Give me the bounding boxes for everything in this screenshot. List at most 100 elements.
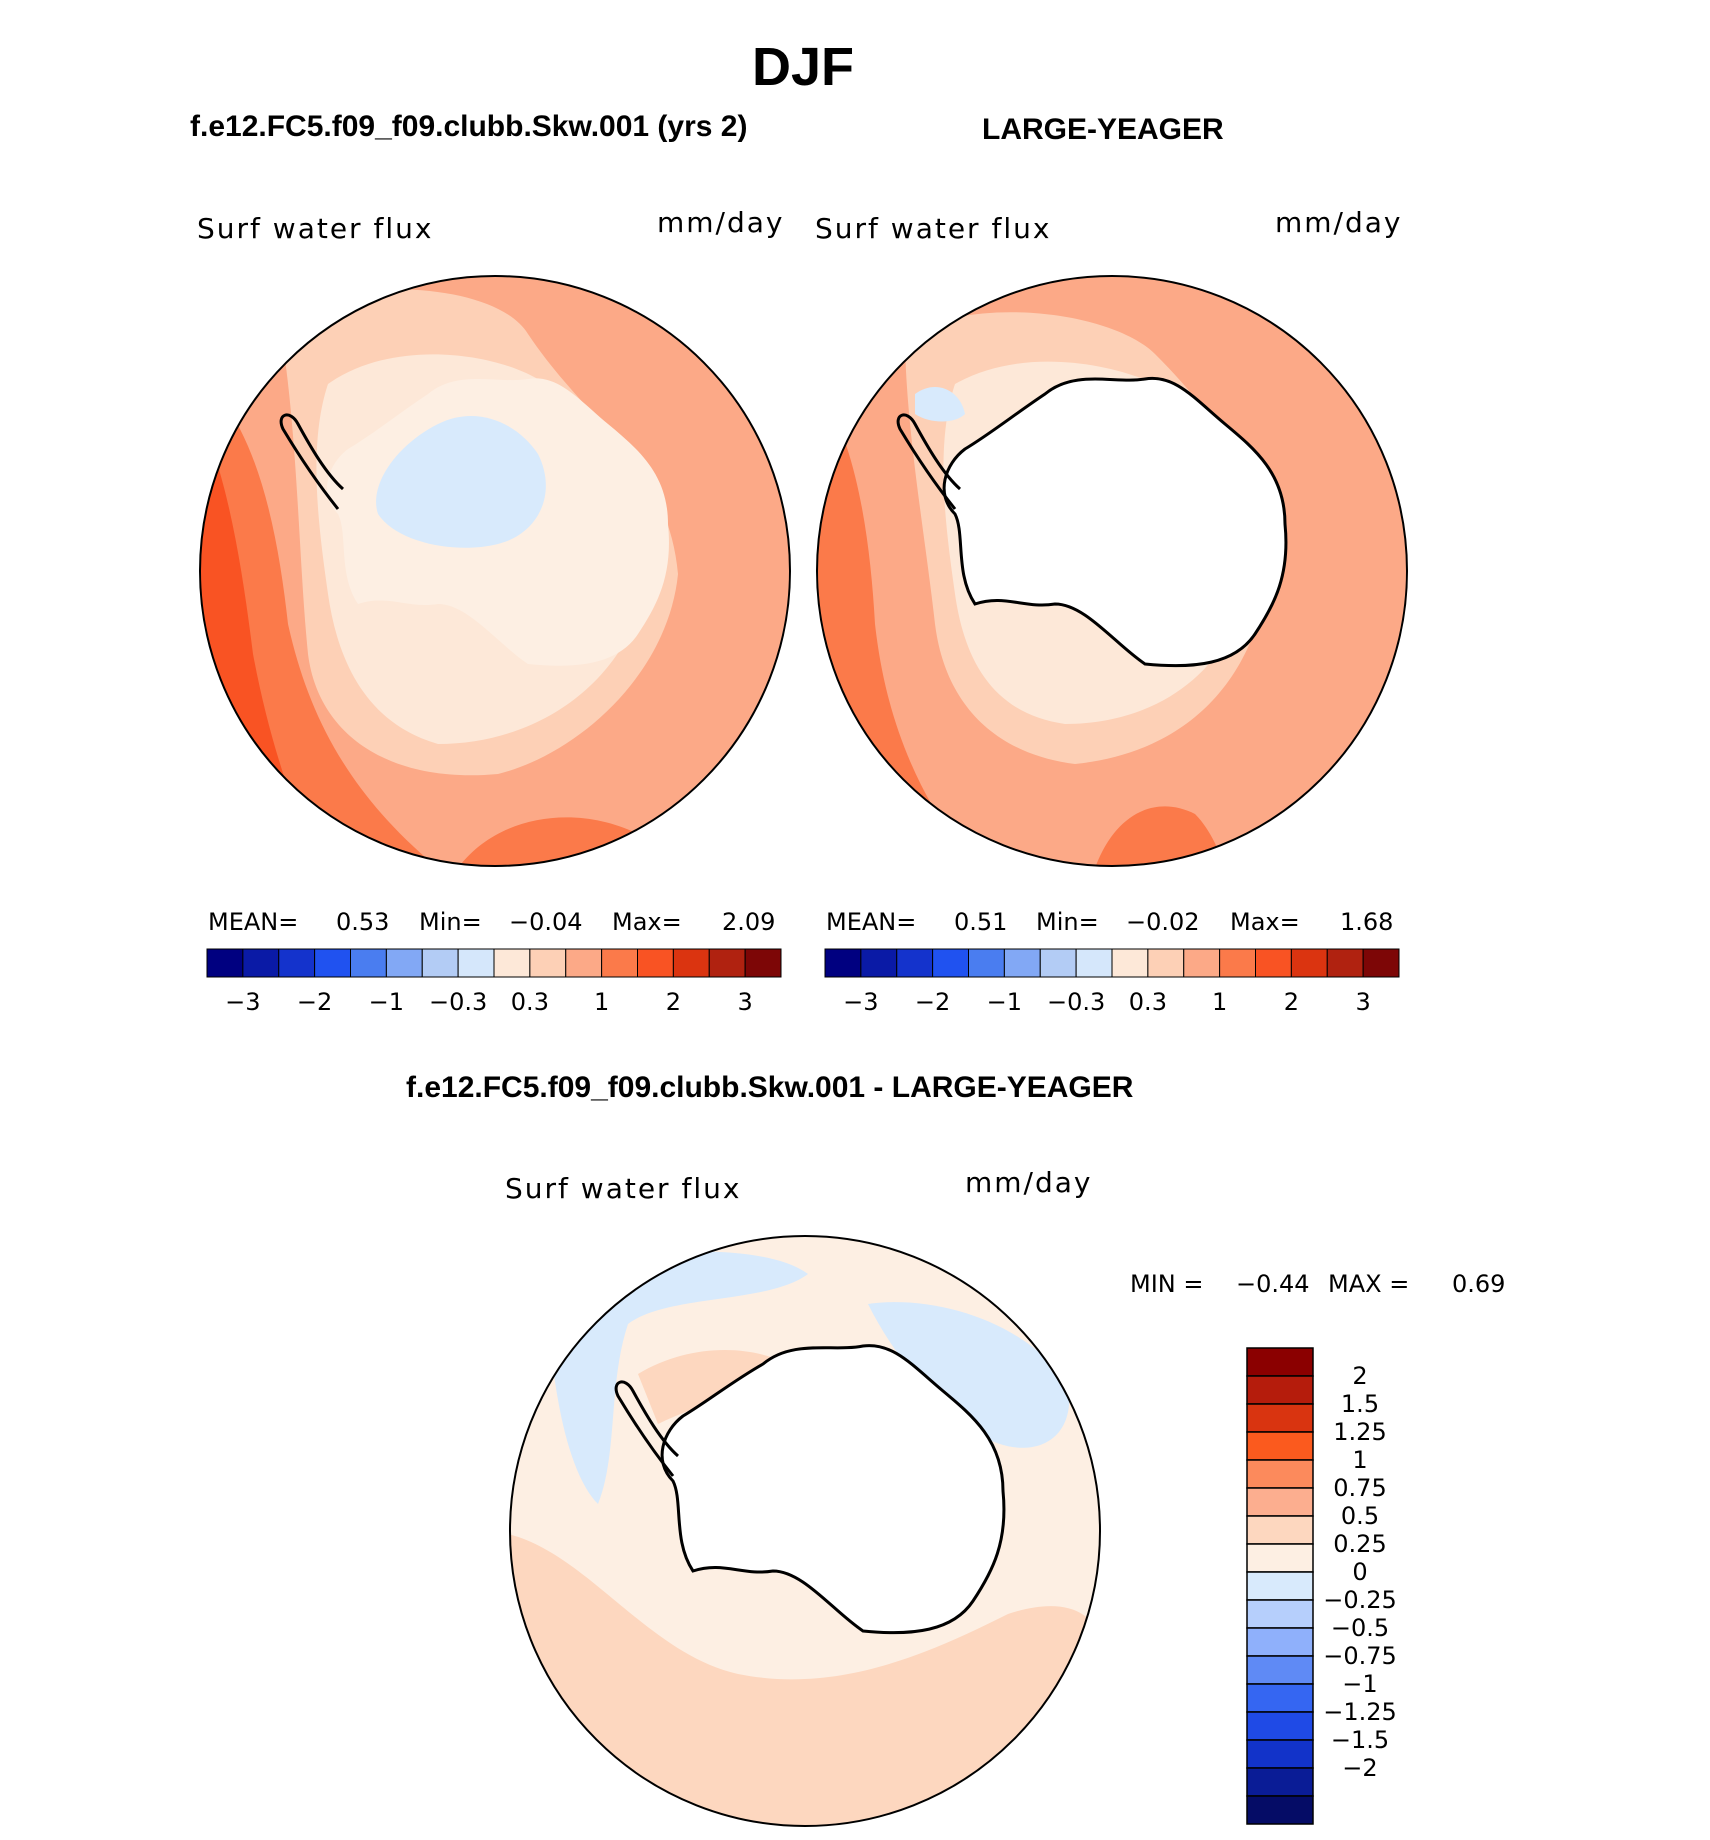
colorbar-swatch [1246, 1627, 1314, 1657]
colorbar-swatch [1111, 948, 1149, 978]
colorbar-swatch [206, 948, 244, 978]
colorbar-swatch [1255, 948, 1292, 978]
left-min-value: −0.04 [509, 908, 583, 936]
figure-title: DJF [752, 37, 855, 97]
diff-max-label: MAX = [1328, 1270, 1410, 1298]
diff-neg-east [868, 1302, 1070, 1448]
colorbar-level-label: 1.5 [1340, 1390, 1380, 1418]
colorbar-swatch [860, 948, 898, 978]
colorbar-swatch [1246, 1739, 1314, 1769]
diff-min-label: MIN = [1130, 1270, 1204, 1298]
colorbar-swatch [1246, 1347, 1314, 1377]
colorbar-tick-label: −2 [914, 988, 951, 1016]
right-colorbar [824, 948, 1400, 978]
right-polar-map [816, 275, 1408, 867]
colorbar-swatch [1246, 1655, 1314, 1685]
colorbar-swatch [1246, 1795, 1314, 1825]
colorbar-tick-label: −0.3 [1046, 988, 1106, 1016]
colorbar-tick-label: −3 [225, 988, 261, 1016]
colorbar-swatch [1246, 1571, 1314, 1601]
left-land-negative [376, 415, 546, 548]
colorbar-swatch [529, 948, 567, 978]
colorbar-swatch [896, 948, 934, 978]
colorbar-level-label: −1.25 [1323, 1698, 1397, 1726]
left-variable-label: Surf water flux [197, 212, 434, 245]
colorbar-swatch [672, 948, 710, 978]
left-mean-label: MEAN= [208, 908, 299, 936]
right-variable-label: Surf water flux [815, 212, 1052, 245]
right-peninsula [896, 413, 961, 510]
right-mean-value: 0.51 [954, 908, 1008, 936]
colorbar-swatch [350, 948, 387, 978]
left-panel-title: f.e12.FC5.f09_f09.clubb.Skw.001 (yrs 2) [190, 110, 748, 143]
colorbar-swatch [637, 948, 674, 978]
left-polar-map [199, 275, 791, 867]
colorbar-swatch [1246, 1431, 1314, 1461]
left-colorbar [206, 948, 782, 978]
colorbar-swatch [932, 948, 969, 978]
colorbar-swatch [1246, 1487, 1314, 1517]
colorbar-level-label: 0.5 [1340, 1502, 1380, 1530]
colorbar-tick-label: 0.3 [1128, 988, 1167, 1016]
colorbar-tick-label: 2 [665, 988, 682, 1016]
colorbar-swatch [1219, 948, 1256, 978]
left-min-label: Min= [419, 908, 482, 936]
colorbar-level-label: 0.25 [1333, 1530, 1387, 1558]
diff-min-value: −0.44 [1236, 1270, 1310, 1298]
colorbar-swatch [708, 948, 746, 978]
diff-antarctica [660, 1344, 1006, 1635]
colorbar-level-label: −0.25 [1323, 1586, 1397, 1614]
diff-pos-south [510, 1534, 1100, 1826]
colorbar-swatch [1246, 1459, 1314, 1489]
colorbar-tick-label: 0.3 [510, 988, 549, 1016]
colorbar-level-label: 0 [1352, 1558, 1368, 1586]
left-max-value: 2.09 [722, 908, 776, 936]
colorbar-swatch [278, 948, 316, 978]
colorbar-level-label: −2 [1342, 1754, 1378, 1782]
colorbar-swatch [242, 948, 280, 978]
diff-panel-title: f.e12.FC5.f09_f09.clubb.Skw.001 - LARGE-… [406, 1071, 1134, 1104]
colorbar-swatch [1362, 948, 1400, 978]
diff-neg-north [548, 1251, 808, 1504]
colorbar-tick-label: −3 [843, 988, 879, 1016]
diff-pos-inner [638, 1350, 788, 1424]
right-panel-title: LARGE-YEAGER [982, 113, 1224, 146]
colorbar-swatch [314, 948, 351, 978]
colorbar-level-label: −0.5 [1330, 1614, 1390, 1642]
colorbar-swatch [1290, 948, 1328, 978]
left-max-label: Max= [612, 908, 682, 936]
colorbar-tick-label: 2 [1283, 988, 1300, 1016]
right-mean-label: MEAN= [826, 908, 917, 936]
colorbar-swatch [1147, 948, 1185, 978]
colorbar-swatch [1246, 1515, 1314, 1545]
right-min-label: Min= [1036, 908, 1099, 936]
colorbar-level-label: 2 [1352, 1362, 1368, 1390]
colorbar-swatch [457, 948, 495, 978]
colorbar-swatch [385, 948, 423, 978]
colorbar-tick-label: 1 [1211, 988, 1228, 1016]
diff-variable-label: Surf water flux [505, 1172, 742, 1205]
colorbar-tick-label: −1 [368, 988, 405, 1016]
colorbar-swatch [421, 948, 459, 978]
right-south-core [1095, 806, 1225, 866]
left-colorbar-ticks: −3 −2 −1 −0.3 0.3 1 2 3 [207, 988, 781, 1018]
colorbar-swatch [1246, 1767, 1314, 1797]
diff-colorbar [1246, 1347, 1314, 1825]
colorbar-swatch [1075, 948, 1113, 978]
colorbar-swatch [493, 948, 531, 978]
colorbar-level-label: 0.75 [1333, 1474, 1387, 1502]
right-max-label: Max= [1230, 908, 1300, 936]
colorbar-swatch [1039, 948, 1077, 978]
diff-units-label: mm/day [965, 1166, 1093, 1199]
colorbar-tick-label: 3 [737, 988, 753, 1016]
left-mean-value: 0.53 [336, 908, 390, 936]
colorbar-tick-label: 3 [1355, 988, 1371, 1016]
diff-max-value: 0.69 [1452, 1270, 1506, 1298]
colorbar-tick-label: −0.3 [428, 988, 488, 1016]
diff-polar-map [509, 1235, 1101, 1827]
colorbar-swatch [968, 948, 1005, 978]
colorbar-level-label: 1 [1352, 1446, 1368, 1474]
colorbar-tick-label: 1 [593, 988, 610, 1016]
colorbar-swatch [1246, 1683, 1314, 1713]
colorbar-swatch [1246, 1403, 1314, 1433]
